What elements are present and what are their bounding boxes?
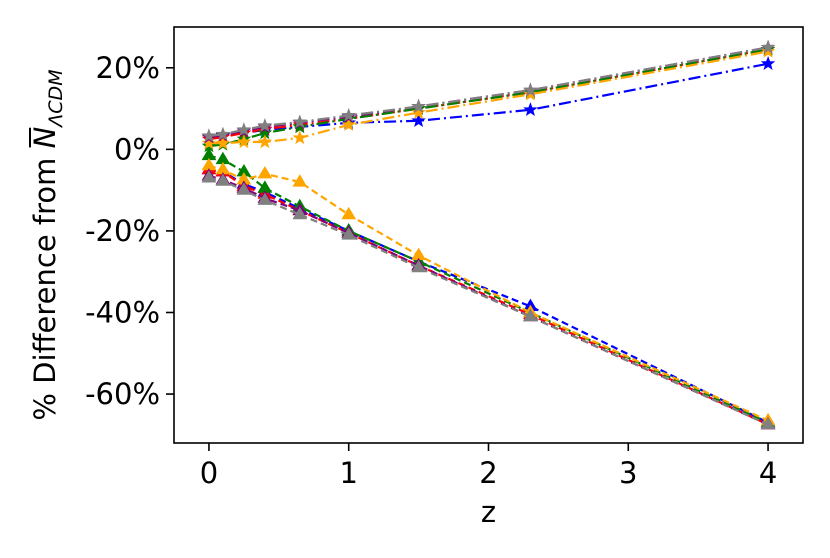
series-12	[201, 170, 776, 430]
x-tick-label: 4	[759, 456, 777, 490]
y-tick-label: -40%	[85, 295, 160, 329]
data-point	[201, 170, 217, 183]
x-tick-label: 2	[479, 456, 497, 490]
series-line	[208, 50, 769, 145]
series-8	[201, 161, 776, 430]
data-point	[257, 192, 273, 205]
y-tick-label: -60%	[85, 377, 160, 411]
data-point	[523, 308, 538, 322]
x-tick-label: 1	[339, 456, 357, 490]
x-tick-label: 3	[619, 456, 637, 490]
data-point	[236, 134, 252, 149]
data-point	[236, 122, 252, 136]
data-point	[257, 118, 273, 132]
series-1	[201, 56, 776, 144]
data-point	[292, 174, 308, 187]
data-point	[236, 182, 252, 195]
series-line	[208, 164, 769, 422]
y-tick-label: 0%	[114, 132, 160, 166]
series-3	[201, 41, 776, 153]
series-7	[201, 161, 776, 428]
data-point	[201, 135, 217, 150]
series-line	[208, 48, 769, 141]
plot-frame	[173, 26, 804, 444]
data-point	[760, 416, 776, 430]
x-tick-label: 0	[200, 456, 218, 490]
data-point	[257, 134, 273, 149]
series-4	[201, 43, 776, 150]
y-tick-label: -20%	[85, 214, 160, 248]
data-point	[215, 135, 231, 150]
data-point	[292, 119, 308, 134]
data-point	[411, 113, 426, 128]
data-point	[341, 206, 357, 220]
data-point	[292, 114, 308, 129]
data-point	[411, 259, 427, 273]
data-point	[411, 104, 426, 119]
series-line	[208, 176, 769, 426]
data-point	[760, 43, 776, 58]
y-axis-title: % Difference from NΛCDM	[28, 69, 67, 420]
data-point	[341, 107, 357, 122]
series-5	[201, 39, 776, 144]
data-point	[760, 56, 776, 70]
y-axis-title-symbol: N	[28, 127, 62, 149]
data-point	[292, 206, 308, 220]
series-line	[208, 62, 769, 139]
series-2	[201, 41, 776, 146]
y-axis-title-subscript: ΛCDM	[45, 69, 67, 128]
series-9	[201, 147, 776, 428]
data-point	[292, 130, 308, 145]
data-point	[201, 128, 217, 143]
y-tick-label: 20%	[96, 51, 160, 85]
y-axis: 20% 0% -20% -40% -60%	[85, 51, 174, 411]
x-axis-title: z	[481, 495, 496, 529]
data-point	[215, 126, 231, 141]
data-point	[523, 82, 538, 97]
data-point	[341, 117, 357, 132]
data-point	[257, 166, 273, 179]
data-point	[341, 227, 357, 240]
x-axis: 0 1 2 3 4	[200, 443, 777, 490]
series-line	[208, 46, 769, 139]
data-point	[411, 98, 426, 113]
series-line	[208, 48, 769, 148]
data-point	[523, 86, 538, 101]
series-11	[201, 168, 776, 430]
series-layer	[201, 39, 776, 430]
data-point	[215, 173, 231, 186]
data-point	[760, 39, 776, 54]
data-point	[523, 102, 538, 117]
y-axis-title-prefix: % Difference from	[28, 148, 62, 420]
series-6	[201, 39, 776, 143]
